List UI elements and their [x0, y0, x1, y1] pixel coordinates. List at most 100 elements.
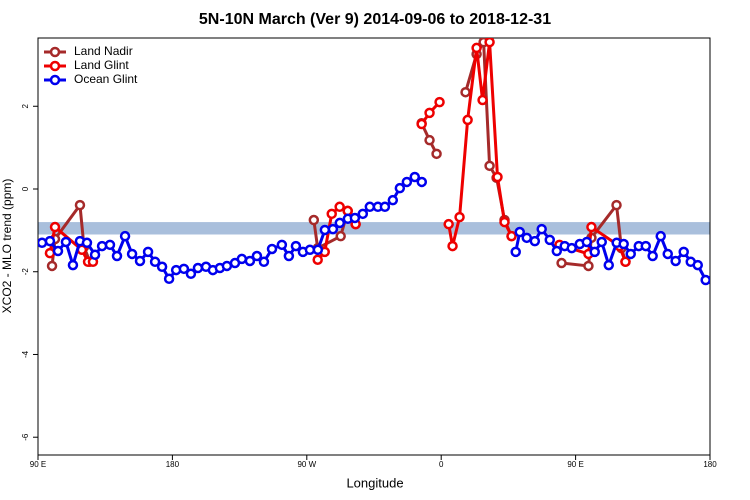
data-point	[163, 273, 175, 285]
data-point	[484, 160, 495, 172]
data-point	[244, 255, 256, 267]
data-point	[394, 182, 406, 194]
data-point	[149, 256, 161, 268]
data-point	[283, 250, 295, 262]
data-point	[431, 148, 442, 160]
data-point	[692, 259, 704, 271]
data-point	[308, 214, 320, 226]
legend-label: Ocean Glint	[74, 72, 138, 86]
data-point	[60, 236, 72, 248]
data-point	[551, 245, 563, 257]
data-point	[401, 176, 413, 188]
data-point	[67, 259, 79, 271]
data-point	[544, 234, 556, 246]
data-point	[251, 250, 263, 262]
y-tick-label: -6	[21, 433, 30, 441]
data-point	[434, 96, 445, 108]
plot-area	[38, 38, 710, 286]
data-point	[510, 246, 521, 258]
data-point	[349, 212, 361, 224]
data-point	[462, 114, 473, 126]
data-point	[424, 107, 435, 119]
data-point	[492, 171, 503, 183]
data-point	[111, 250, 123, 262]
legend-marker	[49, 46, 61, 58]
data-point	[52, 245, 64, 257]
x-axis-label: Longitude	[346, 475, 403, 490]
legend-label: Land Nadir	[74, 44, 133, 58]
data-point	[266, 243, 278, 255]
data-point	[185, 268, 197, 280]
data-point	[443, 218, 454, 230]
y-tick-label: 0	[21, 186, 30, 191]
data-point	[327, 223, 339, 235]
data-point	[662, 248, 673, 260]
data-point	[583, 260, 594, 272]
data-point	[620, 256, 631, 268]
data-point	[319, 224, 331, 236]
data-point	[611, 199, 622, 211]
chart-title: 5N-10N March (Ver 9) 2014-09-06 to 2018-…	[199, 11, 551, 28]
data-point	[178, 263, 190, 275]
data-point	[566, 242, 577, 254]
data-point	[156, 261, 168, 273]
data-point	[670, 255, 681, 267]
data-point	[499, 216, 510, 228]
data-point	[81, 237, 93, 249]
data-point	[596, 236, 607, 248]
data-point	[700, 274, 710, 286]
data-point	[471, 42, 482, 54]
data-point	[484, 38, 495, 48]
data-point	[44, 247, 56, 259]
x-tick-label: 0	[439, 460, 444, 469]
data-point	[477, 94, 488, 106]
data-point	[326, 208, 337, 220]
legend-marker	[49, 74, 61, 86]
data-point	[290, 240, 302, 252]
data-point	[618, 238, 629, 250]
data-point	[556, 257, 567, 269]
data-point	[312, 254, 323, 265]
data-point	[625, 248, 636, 260]
y-axis-label: XCO2 - MLO trend (ppm)	[0, 179, 14, 314]
data-point	[678, 246, 689, 258]
data-point	[447, 240, 458, 252]
data-point	[126, 248, 138, 260]
x-tick-label: 180	[166, 460, 180, 469]
data-point	[529, 235, 541, 247]
data-point	[424, 134, 435, 146]
data-point	[586, 221, 597, 233]
data-point	[312, 244, 324, 256]
data-point	[536, 223, 547, 235]
plot-frame	[37, 37, 711, 456]
data-point	[96, 240, 108, 252]
data-point	[460, 86, 471, 98]
legend-label: Land Glint	[74, 58, 129, 72]
data-point	[44, 235, 56, 247]
x-tick-label: 90 E	[567, 460, 583, 469]
data-point	[379, 201, 391, 213]
data-point	[357, 208, 369, 220]
data-point	[387, 194, 399, 206]
data-point	[521, 232, 533, 244]
data-point	[142, 246, 154, 258]
data-point	[655, 230, 666, 242]
y-tick-label: 2	[21, 103, 30, 108]
data-point	[364, 201, 376, 213]
data-point	[334, 201, 345, 213]
data-point	[89, 249, 101, 261]
data-point	[258, 256, 270, 268]
data-point	[276, 239, 288, 251]
data-point	[104, 239, 116, 251]
data-point	[454, 211, 465, 223]
data-point	[647, 250, 658, 262]
data-point	[514, 226, 525, 238]
data-point	[46, 260, 58, 272]
data-point	[506, 230, 517, 242]
legend-marker	[49, 60, 61, 72]
x-tick-label: 90 W	[297, 460, 316, 469]
data-point	[603, 259, 615, 271]
data-point	[416, 176, 428, 188]
data-point	[335, 230, 346, 242]
x-tick-label: 90 E	[30, 460, 46, 469]
